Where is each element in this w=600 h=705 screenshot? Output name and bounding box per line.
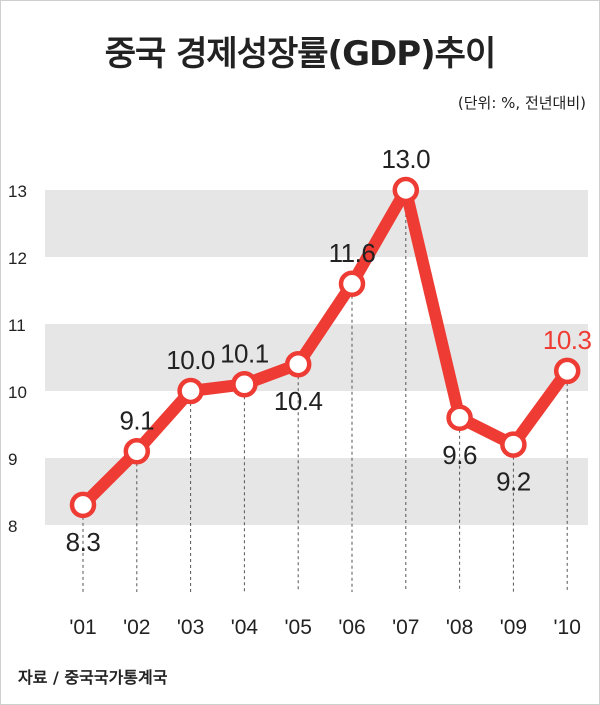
x-tick-label: '02 [123,616,150,639]
value-label: 11.6 [329,238,376,268]
y-tick-label: 12 [8,249,27,268]
shaded-band [45,458,588,525]
x-axis-ticks: '01 '02 '03 '04 '05 '06 '07 '08 '09 '10 [69,616,581,639]
value-label: 10.3 [543,325,592,355]
value-label: 9.2 [496,467,531,497]
data-point [284,350,312,378]
y-tick-label: 9 [8,450,17,469]
data-markers [69,176,581,519]
y-axis-ticks: 8 9 10 11 12 13 [8,182,27,536]
value-label: 9.1 [119,405,154,435]
shaded-bands [45,190,588,525]
chart-title: 중국 경제성장률(GDP)추이 [104,34,496,74]
data-point [231,371,258,398]
data-point [553,357,581,385]
data-point [500,431,527,458]
unit-note: (단위: %, 전년대비) [457,94,586,112]
y-tick-label: 8 [8,517,17,536]
x-tick-label: '03 [177,616,204,639]
x-tick-label: '06 [338,616,365,639]
data-point [177,377,204,405]
data-point [338,270,366,298]
value-label: 8.3 [66,527,101,557]
value-label: 10.1 [220,338,269,368]
drop-lines [82,190,568,592]
x-tick-label: '07 [392,616,419,639]
y-tick-label: 13 [8,182,27,201]
x-tick-label: '01 [69,616,96,639]
x-tick-label: '10 [554,616,581,639]
source-note: 자료 / 중국국가통계국 [18,668,168,687]
data-point [69,491,97,519]
value-label: 10.4 [274,386,323,416]
value-label: 13.0 [381,144,430,174]
series-polyline [77,184,574,511]
y-tick-label: 10 [8,383,27,402]
value-label: 10.0 [166,345,215,375]
series-line [77,184,574,511]
value-label: 9.6 [442,440,477,470]
x-tick-label: '05 [285,616,312,639]
data-point [446,404,473,432]
data-point [123,438,151,465]
x-tick-label: '08 [446,616,473,639]
x-tick-label: '04 [231,616,259,639]
value-labels: 8.3 9.1 10.0 10.110.4 11.6 13.0 9.6 9.2 10.3 [66,144,592,557]
data-point [392,176,420,204]
x-tick-label: '09 [500,616,527,639]
y-tick-label: 11 [8,316,26,335]
shaded-band [45,190,588,257]
